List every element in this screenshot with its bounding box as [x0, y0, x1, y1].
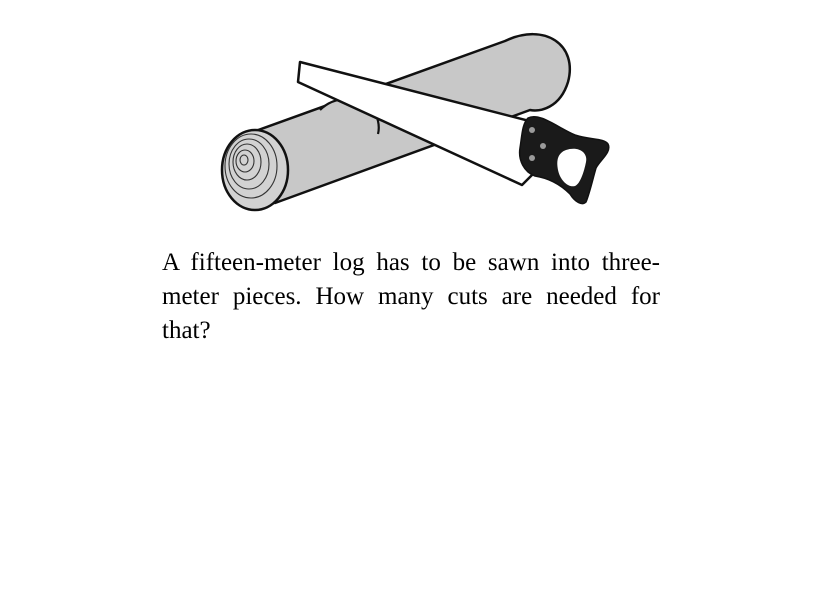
log-and-saw-illustration: [220, 32, 610, 212]
problem-statement: A fifteen-meter log has to be sawn into …: [162, 249, 660, 344]
saw-icon: [296, 60, 610, 205]
